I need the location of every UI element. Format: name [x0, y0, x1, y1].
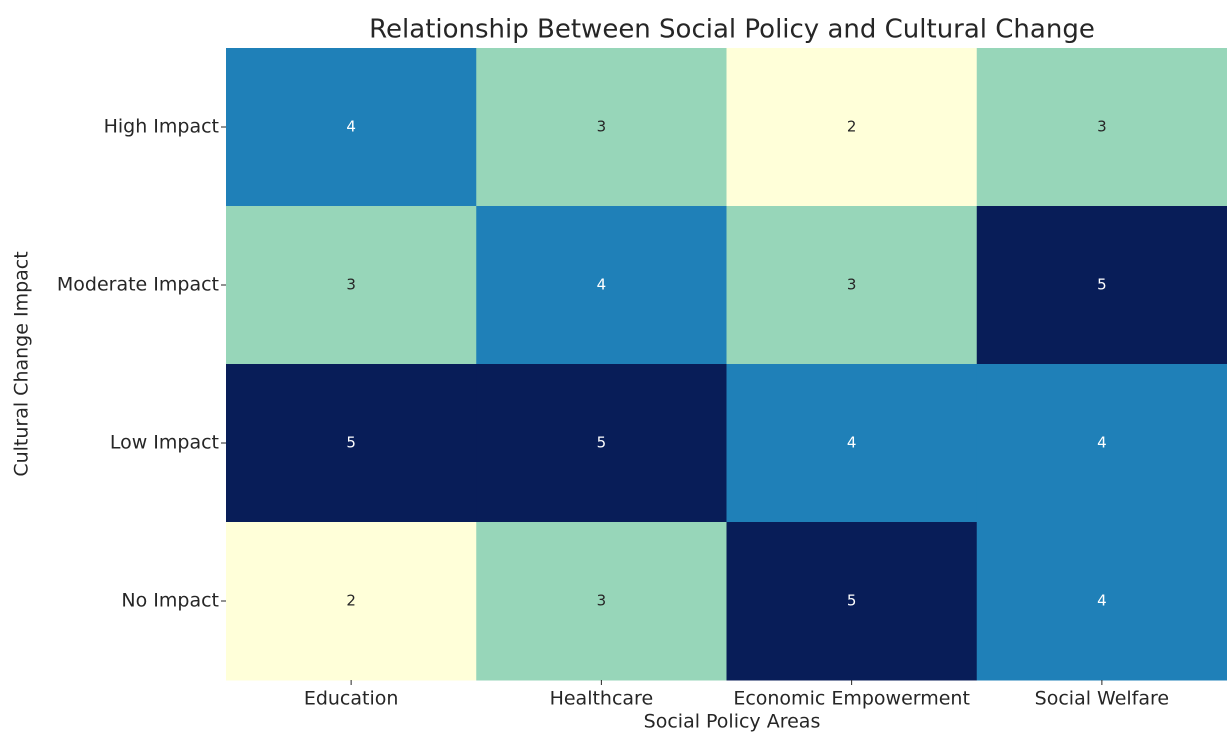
- chart: Relationship Between Social Policy and C…: [0, 0, 1227, 734]
- cell-label: 4: [346, 118, 356, 136]
- cell-label: 5: [346, 434, 356, 452]
- cell-label: 5: [847, 592, 857, 610]
- cell-label: 4: [1097, 434, 1107, 452]
- cell-label: 3: [1097, 118, 1107, 136]
- cell-label: 2: [847, 118, 857, 136]
- cell-label: 3: [847, 276, 857, 294]
- cell-label: 4: [847, 434, 857, 452]
- x-axis-label: Social Policy Areas: [644, 711, 821, 733]
- y-tick-label: Low Impact: [110, 432, 219, 454]
- x-tick-label: Education: [304, 688, 399, 710]
- cell-label: 4: [1097, 592, 1107, 610]
- x-tick-label: Economic Empowerment: [733, 688, 970, 710]
- cell-label: 3: [597, 118, 607, 136]
- y-axis-label: Cultural Change Impact: [11, 251, 33, 476]
- x-tick-label: Social Welfare: [1035, 688, 1169, 710]
- y-tick-label: No Impact: [121, 590, 219, 612]
- cell-label: 4: [597, 276, 607, 294]
- cell-label: 5: [1097, 276, 1107, 294]
- cell-label: 5: [597, 434, 607, 452]
- y-tick-label: High Impact: [104, 116, 219, 138]
- x-tick-label: Healthcare: [550, 688, 654, 710]
- cell-label: 3: [346, 276, 356, 294]
- cell-label: 2: [346, 592, 356, 610]
- cell-label: 3: [597, 592, 607, 610]
- y-tick-label: Moderate Impact: [57, 274, 219, 296]
- chart-title: Relationship Between Social Policy and C…: [369, 15, 1095, 45]
